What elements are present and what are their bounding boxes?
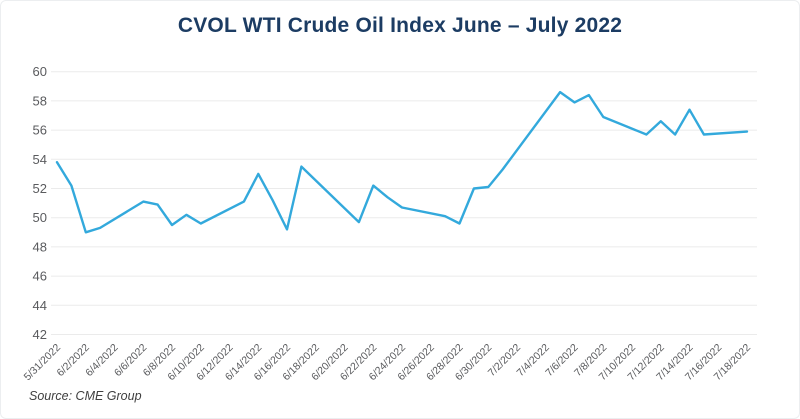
y-tick-label: 50: [33, 210, 47, 225]
x-tick-label: 5/31/2022: [22, 342, 64, 384]
y-tick-label: 46: [33, 269, 47, 284]
chart-line-series: [55, 90, 749, 234]
y-tick-label: 60: [33, 64, 47, 79]
y-tick-label: 58: [33, 93, 47, 108]
source-note: Source: CME Group: [29, 389, 142, 403]
y-tick-label: 56: [33, 123, 47, 138]
y-tick-label: 42: [33, 327, 47, 342]
y-tick-label: 52: [33, 181, 47, 196]
chart-title: CVOL WTI Crude Oil Index June – July 202…: [177, 14, 623, 37]
y-tick-label: 54: [33, 152, 47, 167]
y-tick-label: 48: [33, 239, 47, 254]
y-tick-label: 44: [33, 298, 47, 313]
